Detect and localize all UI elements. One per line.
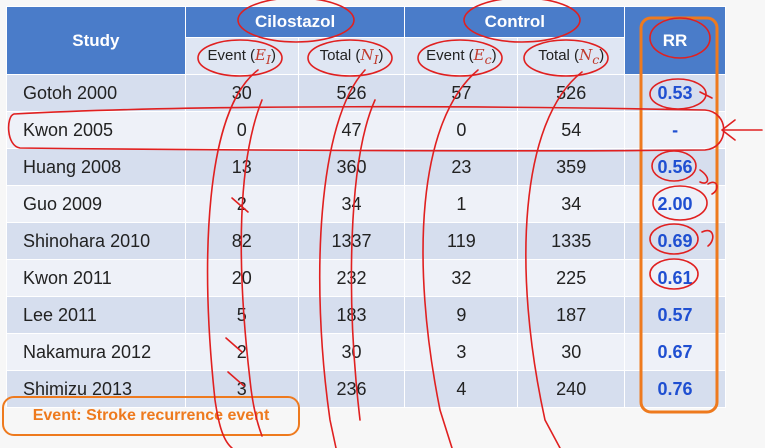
cell-event-control: 57 [404, 74, 519, 112]
cell-total-cilostazol: 526 [297, 74, 406, 112]
cell-event-cilostazol: 2 [184, 185, 299, 223]
cell-event-cilostazol: 20 [184, 259, 299, 297]
rr-table: Study Cilostazol Control RR Event (EI) T… [6, 6, 726, 408]
table-row: Shinohara 2010 82 1337 119 1335 0.69 [6, 222, 726, 260]
table-row: Kwon 2011 20 232 32 225 0.61 [6, 259, 726, 297]
cell-event-control: 119 [404, 222, 519, 260]
cell-study: Shinohara 2010 [6, 222, 186, 260]
table-row: Lee 2011 5 183 9 187 0.57 [6, 296, 726, 334]
cell-event-control: 4 [404, 370, 519, 408]
cell-event-cilostazol: 2 [184, 333, 299, 371]
cell-total-control: 240 [517, 370, 626, 408]
header-total-cilostazol: Total (NI) [297, 37, 406, 75]
cell-study: Kwon 2011 [6, 259, 186, 297]
cell-total-cilostazol: 30 [297, 333, 406, 371]
cell-rr: 2.00 [624, 185, 726, 223]
cell-total-cilostazol: 232 [297, 259, 406, 297]
header-cilostazol: Cilostazol [184, 6, 406, 38]
footnote-event-definition: Event: Stroke recurrence event [2, 396, 300, 436]
cell-event-cilostazol: 0 [184, 111, 299, 149]
cell-total-control: 54 [517, 111, 626, 149]
cell-rr: 0.53 [624, 74, 726, 112]
cell-event-cilostazol: 5 [184, 296, 299, 334]
cell-total-cilostazol: 47 [297, 111, 406, 149]
cell-event-cilostazol: 13 [184, 148, 299, 186]
cell-total-cilostazol: 1337 [297, 222, 406, 260]
cell-study: Kwon 2005 [6, 111, 186, 149]
cell-study: Nakamura 2012 [6, 333, 186, 371]
cell-study: Shimizu 2013 [6, 370, 186, 408]
cell-rr: 0.56 [624, 148, 726, 186]
cell-study: Huang 2008 [6, 148, 186, 186]
cell-event-control: 32 [404, 259, 519, 297]
cell-event-control: 23 [404, 148, 519, 186]
cell-study: Gotoh 2000 [6, 74, 186, 112]
cell-total-control: 30 [517, 333, 626, 371]
cell-event-control: 9 [404, 296, 519, 334]
cell-event-cilostazol: 30 [184, 74, 299, 112]
cell-total-control: 359 [517, 148, 626, 186]
cell-rr: 0.76 [624, 370, 726, 408]
header-control: Control [404, 6, 626, 38]
cell-event-control: 3 [404, 333, 519, 371]
cell-total-cilostazol: 183 [297, 296, 406, 334]
header-event-cilostazol: Event (EI) [184, 37, 299, 75]
header-event-control: Event (Ec) [404, 37, 519, 75]
table-row: Nakamura 2012 2 30 3 30 0.67 [6, 333, 726, 371]
cell-event-control: 1 [404, 185, 519, 223]
table-row: Gotoh 2000 30 526 57 526 0.53 [6, 74, 726, 112]
cell-rr: 0.69 [624, 222, 726, 260]
cell-rr: 0.67 [624, 333, 726, 371]
cell-total-control: 1335 [517, 222, 626, 260]
arrow-kwon-2005 [721, 119, 763, 141]
table-row: Huang 2008 13 360 23 359 0.56 [6, 148, 726, 186]
cell-rr: - [624, 111, 726, 149]
cell-total-cilostazol: 34 [297, 185, 406, 223]
header-total-control: Total (Nc) [517, 37, 626, 75]
header-study: Study [6, 6, 186, 75]
cell-event-cilostazol: 82 [184, 222, 299, 260]
cell-total-cilostazol: 360 [297, 148, 406, 186]
cell-total-control: 34 [517, 185, 626, 223]
cell-total-control: 187 [517, 296, 626, 334]
cell-rr: 0.61 [624, 259, 726, 297]
cell-study: Lee 2011 [6, 296, 186, 334]
cell-study: Guo 2009 [6, 185, 186, 223]
cell-total-control: 225 [517, 259, 626, 297]
cell-rr: 0.57 [624, 296, 726, 334]
cell-total-control: 526 [517, 74, 626, 112]
cell-total-cilostazol: 236 [297, 370, 406, 408]
header-rr: RR [624, 6, 726, 75]
cell-event-control: 0 [404, 111, 519, 149]
table-row: Guo 2009 2 34 1 34 2.00 [6, 185, 726, 223]
table-row: Kwon 2005 0 47 0 54 - [6, 111, 726, 149]
